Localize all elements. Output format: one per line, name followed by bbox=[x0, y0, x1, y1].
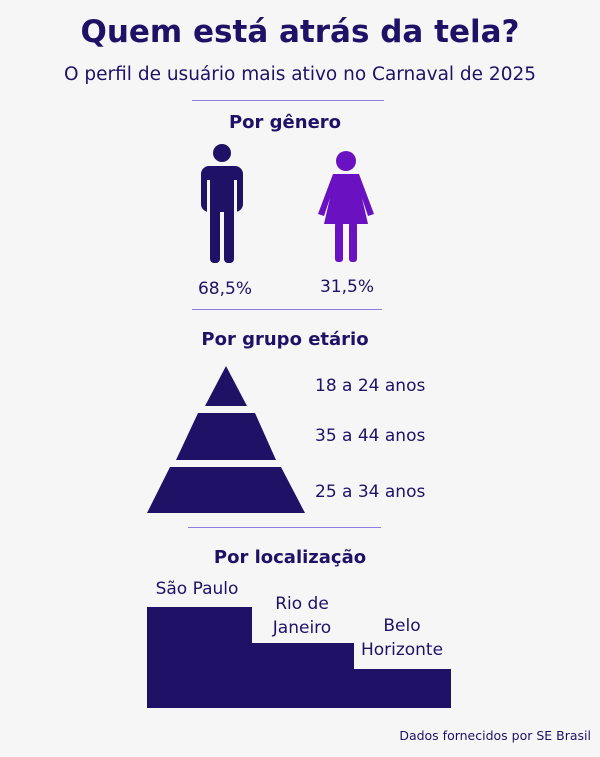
age-section-title: Por grupo etário bbox=[201, 329, 369, 350]
man-leg-right bbox=[224, 200, 234, 263]
woman-dress bbox=[318, 174, 374, 224]
podium-bar-belo-horizonte bbox=[352, 669, 451, 708]
page-title: Quem está atrás da tela? bbox=[80, 14, 520, 50]
location-label-rio-de-janeiro: Rio de Janeiro bbox=[272, 594, 332, 638]
woman-icon bbox=[318, 151, 374, 262]
pyramid-tier-top bbox=[205, 366, 247, 406]
gender-section-title: Por gênero bbox=[228, 112, 342, 133]
podium-bar-sao-paulo bbox=[147, 607, 252, 708]
age-label-top: 18 a 24 anos bbox=[315, 376, 426, 396]
pyramid-tier-bottom bbox=[147, 467, 305, 513]
location-label-belo-horizonte: Belo Horizonte bbox=[360, 616, 444, 660]
divider-age bbox=[188, 527, 381, 528]
age-label-middle: 35 a 44 anos bbox=[315, 426, 426, 446]
woman-head bbox=[336, 151, 356, 171]
age-label-bottom: 25 a 34 anos bbox=[315, 482, 426, 502]
divider-gender bbox=[192, 309, 382, 310]
age-pyramid bbox=[147, 366, 305, 513]
man-arm-gap-right bbox=[234, 180, 237, 214]
man-icon bbox=[201, 144, 243, 263]
man-head bbox=[213, 144, 231, 162]
source-note: Dados fornecidos por SE Brasil bbox=[399, 728, 591, 743]
page-subtitle: O perfil de usuário mais ativo no Carnav… bbox=[63, 64, 537, 85]
woman-leg-right bbox=[349, 222, 357, 262]
woman-leg-left bbox=[335, 222, 343, 262]
man-arm-gap-left bbox=[207, 180, 210, 214]
location-podium bbox=[147, 607, 451, 708]
divider-top bbox=[192, 100, 384, 101]
female-percentage: 31,5% bbox=[319, 277, 374, 297]
podium-bar-rio-de-janeiro bbox=[250, 643, 354, 708]
male-percentage: 68,5% bbox=[197, 279, 252, 299]
man-torso bbox=[201, 166, 243, 212]
location-section-title: Por localização bbox=[213, 547, 367, 568]
pyramid-tier-middle bbox=[176, 413, 276, 460]
location-label-sao-paulo: São Paulo bbox=[155, 579, 239, 599]
man-leg-left bbox=[210, 200, 220, 263]
